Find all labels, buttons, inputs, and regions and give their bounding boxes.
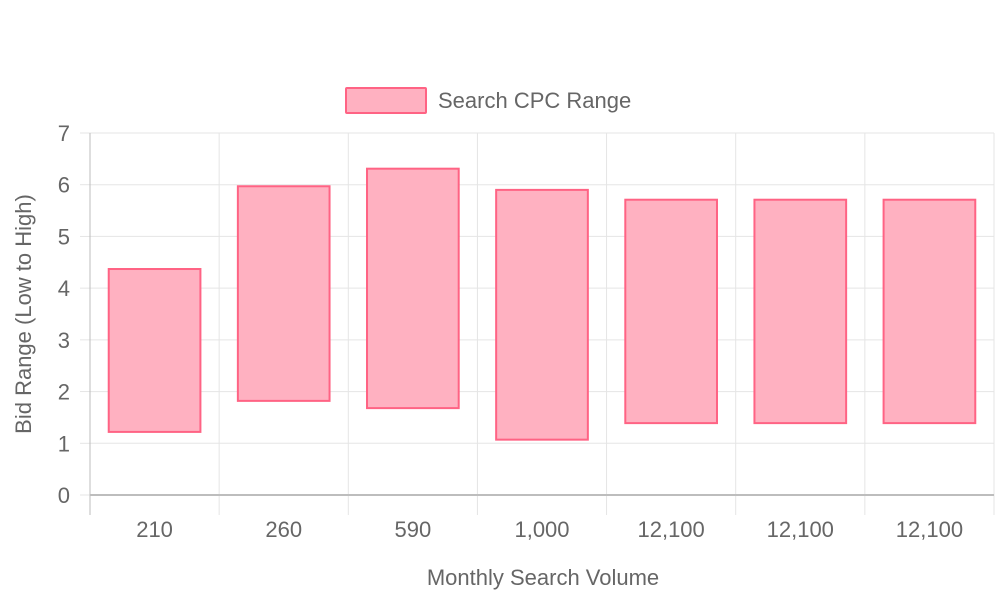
- legend-swatch: [345, 87, 427, 114]
- x-tick-label: 590: [394, 517, 431, 542]
- bar-range[interactable]: [107, 268, 202, 433]
- bars: [107, 167, 977, 441]
- y-axis-title: Bid Range (Low to High): [11, 194, 36, 434]
- x-tick-label: 1,000: [514, 517, 569, 542]
- bar-range[interactable]: [624, 198, 718, 425]
- axes: [89, 133, 994, 515]
- bar-range[interactable]: [882, 198, 977, 425]
- bar-range[interactable]: [236, 185, 331, 402]
- x-axis-title: Monthly Search Volume: [427, 565, 659, 590]
- x-tick-label: 260: [265, 517, 302, 542]
- y-tick-label: 4: [58, 276, 70, 301]
- bar-range[interactable]: [366, 167, 460, 410]
- tick-labels: 0 1 2 3 4 5 6 7 210 260 590 1,000 12,100 12,100 12,100: [58, 121, 963, 542]
- bar-range[interactable]: [753, 198, 848, 425]
- y-tick-label: 0: [58, 483, 70, 508]
- x-tick-label: 210: [136, 517, 173, 542]
- y-tick-label: 2: [58, 380, 70, 405]
- y-tick-label: 1: [58, 431, 70, 456]
- x-tick-label: 12,100: [767, 517, 834, 542]
- legend-label-search-cpc-range: Search CPC Range: [438, 88, 631, 113]
- y-tick-label: 6: [58, 173, 70, 198]
- y-tick-label: 3: [58, 328, 70, 353]
- x-tick-label: 12,100: [637, 517, 704, 542]
- y-tick-label: 5: [58, 224, 70, 249]
- x-tick-label: 12,100: [896, 517, 963, 542]
- y-tick-label: 7: [58, 121, 70, 146]
- bar-range[interactable]: [495, 188, 589, 441]
- legend[interactable]: Search CPC Range: [345, 87, 631, 114]
